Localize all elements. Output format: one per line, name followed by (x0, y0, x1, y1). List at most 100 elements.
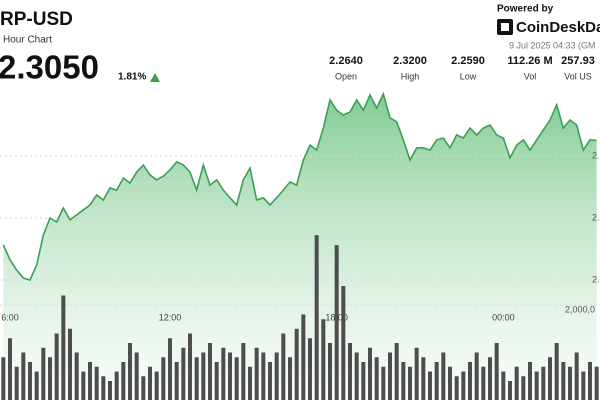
volume-bar (34, 371, 39, 400)
volume-bar (541, 366, 546, 400)
volume-bar (168, 338, 172, 400)
volume-bar (294, 328, 299, 400)
volume-bar (74, 352, 79, 400)
volume-bar (521, 376, 526, 400)
volume-bar (21, 352, 26, 400)
volume-bar (41, 347, 46, 400)
volume-bar (174, 362, 179, 400)
volume-bar (194, 357, 199, 400)
area (3, 94, 597, 400)
volume-bar (261, 352, 266, 400)
volume-bar (321, 319, 326, 400)
volume-bar (494, 343, 499, 400)
volume-bar (128, 343, 132, 400)
volume-bar (468, 362, 472, 400)
volume-bar (14, 366, 19, 400)
volume-bar (214, 362, 219, 400)
volume-bar (121, 362, 126, 400)
volume-bar (568, 366, 572, 400)
volume-bar (314, 235, 319, 400)
stat-label: High (401, 71, 420, 81)
volume-bar (101, 376, 106, 400)
stat-value: 2.3200 (393, 55, 427, 67)
volume-bar (308, 338, 312, 400)
volume-bar (234, 357, 239, 400)
y-tick-label: 2. (592, 212, 600, 222)
stat-value: 2.2590 (451, 55, 485, 67)
y-tick-label: 2. (592, 274, 600, 284)
volume-bar (461, 371, 466, 400)
volume-bar (514, 366, 519, 400)
volume-bar (1, 357, 6, 400)
volume-bar (481, 366, 486, 400)
stat-label: Vol US (564, 71, 592, 81)
volume-bar (488, 357, 492, 400)
volume-bar (281, 333, 286, 400)
volume-bar (574, 352, 579, 400)
price-line (2, 91, 597, 281)
y2-tick-label: 2,000,0 (565, 304, 595, 314)
volume-bar (141, 376, 146, 400)
volume-bar (54, 333, 59, 400)
volume-bar (61, 295, 66, 400)
volume-bar (328, 343, 332, 400)
volume-bar (108, 381, 112, 400)
volume-bar (274, 352, 279, 400)
volume-bar (94, 366, 99, 400)
y-tick-label: 2. (592, 150, 600, 160)
volume-bar (561, 362, 566, 400)
volume-bar (28, 362, 32, 400)
volume-bar (508, 381, 512, 400)
volume-bar (534, 371, 539, 400)
volume-bar (374, 357, 379, 400)
volume-bar (441, 352, 446, 400)
volume-bar (181, 347, 186, 400)
volume-bar (8, 338, 12, 400)
volume-bar (81, 371, 86, 400)
stat-label: Low (460, 71, 477, 81)
volume-bar (581, 371, 586, 400)
stat-label: Vol (524, 71, 537, 81)
volume-bar (241, 343, 246, 400)
volume-bar (254, 347, 259, 400)
volume-bar (228, 352, 232, 400)
volume-bar (201, 352, 206, 400)
timestamp: 9 Jul 2025 04:33 (GM (509, 40, 596, 50)
volume-bar (554, 343, 559, 400)
volume-bar (248, 366, 252, 400)
volume-bar (148, 366, 152, 400)
volume-bar (188, 333, 192, 400)
volume-bar (528, 362, 532, 400)
x-tick-label: 12:00 (159, 312, 182, 322)
volume-bar (448, 366, 452, 400)
volume-bar (414, 347, 419, 400)
volume-bar (114, 371, 119, 400)
volume-bar (221, 347, 226, 400)
volume-bar (48, 357, 52, 400)
brand: CoinDeskDat (516, 19, 600, 36)
x-tick-label: 6:00 (1, 312, 19, 322)
volume-bar (354, 352, 359, 400)
change: 1.81% (118, 72, 146, 83)
volume-bar (288, 357, 292, 400)
volume-bar (394, 343, 399, 400)
stat-value: 257.93 (561, 55, 595, 67)
stats: 2.2640 Open 2.3200 High 2.2590 Low 112.26 M Vol… (329, 55, 595, 81)
chart-title: RP-USD (0, 9, 73, 30)
volume-bar (421, 357, 426, 400)
volume-bar (474, 352, 479, 400)
volume-bar (408, 366, 412, 400)
powered-by: Powered by (497, 4, 554, 15)
volume-bar (301, 314, 306, 400)
volume-bar (334, 245, 339, 400)
up-arrow (150, 73, 160, 82)
volume-bar (501, 371, 506, 400)
volume-bar (588, 362, 592, 400)
volume-bar (134, 352, 139, 400)
subtitle: Hour Chart (3, 35, 52, 46)
price: 2.3050 (0, 49, 99, 86)
volume-bar (594, 366, 599, 400)
stat-value: 2.2640 (329, 55, 363, 67)
